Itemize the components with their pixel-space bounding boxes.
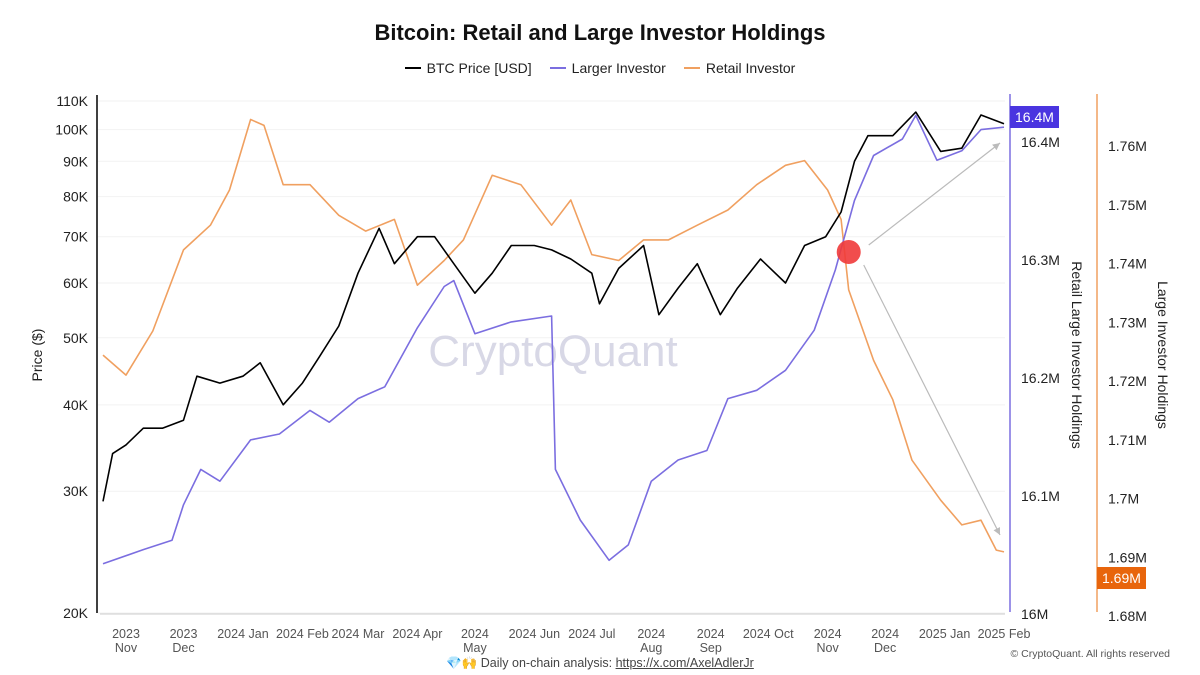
retail-tick-label: 1.7M (1108, 491, 1139, 507)
legend-item-btc[interactable]: BTC Price [USD] (404, 60, 532, 76)
copyright: © CryptoQuant. All rights reserved (1010, 648, 1170, 660)
retail-tick-label: 1.72M (1108, 373, 1147, 389)
x-tick-label: 2025 Feb (978, 627, 1031, 641)
x-tick-label: 2024 Feb (276, 627, 329, 641)
retail-current-badge: 1.69M (1097, 567, 1146, 589)
x-tick-label: 2024 (637, 627, 665, 641)
price-tick-label: 20K (63, 605, 89, 621)
legend-swatch-retail (683, 67, 700, 69)
x-tick-label: Sep (700, 641, 722, 655)
large-tick-label: 16.2M (1021, 370, 1060, 386)
retail-tick-label: 1.74M (1108, 256, 1147, 272)
legend-item-large[interactable]: Larger Investor (549, 60, 666, 76)
x-tick-label: 2024 Oct (743, 627, 794, 641)
x-tick-label: 2023 (112, 627, 140, 641)
x-tick-label: 2024 Jul (568, 627, 615, 641)
arrow-down (863, 264, 1001, 536)
large-tick-label: 16.4M (1021, 134, 1060, 150)
price-axis-title: Price ($) (29, 329, 45, 382)
x-tick-label: 2024 (697, 627, 725, 641)
x-tick-label: Dec (172, 641, 194, 655)
x-tick-label: 2024 Jun (509, 627, 560, 641)
series-line-btc-price-usd- (102, 111, 1005, 502)
arrow-up (868, 142, 1001, 246)
footer: 💎🙌 Daily on-chain analysis: https://x.co… (0, 656, 1200, 671)
retail-tick-label: 1.73M (1108, 314, 1147, 330)
legend-label-btc: BTC Price [USD] (426, 60, 532, 76)
x-tick-label: May (463, 641, 487, 655)
legend-item-retail[interactable]: Retail Investor (683, 60, 796, 76)
price-tick-label: 110K (56, 93, 88, 109)
x-tick-label: Dec (874, 641, 896, 655)
x-tick-label: 2024 Apr (392, 627, 442, 641)
retail-axis-title: Large Investor Holdings (1155, 281, 1171, 429)
series-line-retail-investor (102, 118, 1005, 553)
price-tick-label: 90K (63, 153, 89, 169)
price-tick-label: 30K (63, 483, 89, 499)
legend-label-retail: Retail Investor (705, 60, 796, 76)
x-tick-label: 2024 Mar (332, 627, 385, 641)
price-tick-label: 50K (63, 330, 89, 346)
footer-text: 💎🙌 Daily on-chain analysis: (446, 656, 616, 670)
x-tick-label: 2024 Jan (217, 627, 268, 641)
retail-tick-label: 1.69M (1108, 549, 1147, 565)
retail-tick-label: 1.71M (1108, 432, 1147, 448)
legend-swatch-btc (404, 67, 421, 69)
retail-tick-label: 1.76M (1108, 138, 1147, 154)
large-axis-title: Retail Large Investor Holdings (1069, 261, 1085, 449)
x-tick-label: 2024 (871, 627, 899, 641)
highlight-marker (836, 240, 861, 264)
x-tick-label: 2024 (814, 627, 842, 641)
x-tick-label: 2025 Jan (919, 627, 970, 641)
price-tick-label: 60K (63, 275, 89, 291)
footer-link[interactable]: https://x.com/AxelAdlerJr (615, 656, 754, 670)
x-tick-label: Nov (115, 641, 138, 655)
retail-tick-label: 1.75M (1108, 197, 1147, 213)
legend-swatch-large (549, 67, 566, 69)
large-current-badge: 16.4M (1010, 106, 1059, 128)
chart-title: Bitcoin: Retail and Large Investor Holdi… (374, 20, 826, 45)
series-line-larger-investor (102, 114, 1005, 565)
legend-label-large: Larger Investor (571, 60, 666, 76)
price-tick-label: 40K (63, 397, 89, 413)
x-tick-label: Nov (817, 641, 840, 655)
price-tick-label: 80K (63, 189, 89, 205)
x-tick-label: 2024 (461, 627, 489, 641)
x-tick-label: Aug (640, 641, 662, 655)
large-tick-label: 16.3M (1021, 252, 1060, 268)
price-tick-label: 70K (63, 229, 89, 245)
x-tick-label: 2023 (170, 627, 198, 641)
retail-tick-label: 1.68M (1108, 608, 1147, 624)
legend: BTC Price [USD] Larger Investor Retail I… (0, 60, 1200, 76)
large-tick-label: 16M (1021, 606, 1048, 622)
price-tick-label: 100K (55, 122, 88, 138)
large-tick-label: 16.1M (1021, 488, 1060, 504)
